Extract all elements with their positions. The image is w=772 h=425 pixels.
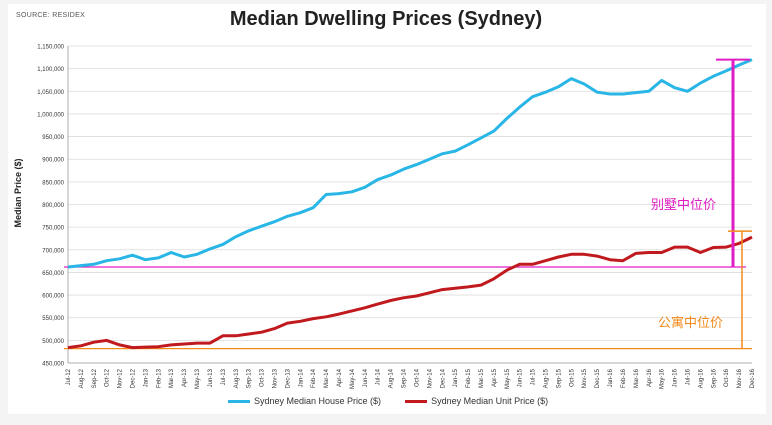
x-tick-label: Dec-13 xyxy=(285,368,291,388)
unit-median-annotation: 公寓中位价 xyxy=(658,316,724,331)
x-tick-label: Sep-14 xyxy=(402,368,408,388)
y-tick-label: 1,150,000 xyxy=(37,45,64,51)
x-tick-label: Aug-13 xyxy=(234,368,240,388)
legend-label-house: Sydney Median House Price ($) xyxy=(254,396,382,406)
x-tick-label: Mar-16 xyxy=(634,368,640,388)
x-tick-label: Oct-13 xyxy=(260,368,266,387)
x-tick-label: May-13 xyxy=(195,368,201,389)
x-tick-label: Feb-14 xyxy=(311,368,317,388)
x-tick-label: Dec-14 xyxy=(440,368,446,388)
x-tick-label: Sep-15 xyxy=(556,368,562,388)
x-tick-label: Dec-16 xyxy=(750,368,756,388)
y-tick-label: 900,000 xyxy=(42,158,64,164)
x-tick-label: May-14 xyxy=(350,368,356,389)
house-price-line xyxy=(67,58,753,269)
x-tick-label: Jan-13 xyxy=(143,368,149,387)
x-tick-label: Apr-13 xyxy=(182,368,188,387)
y-tick-label: 1,050,000 xyxy=(37,90,64,96)
x-tick-label: Mar-14 xyxy=(324,368,330,388)
x-tick-label: Aug-15 xyxy=(544,368,550,388)
y-tick-label: 650,000 xyxy=(42,271,64,277)
x-tick-label: Jul-13 xyxy=(221,368,227,385)
y-tick-label: 550,000 xyxy=(42,316,64,322)
x-tick-label: Apr-14 xyxy=(337,368,343,387)
x-tick-label: Dec-15 xyxy=(595,368,601,388)
x-tick-label: Oct-15 xyxy=(569,368,575,387)
unit-price-line xyxy=(67,235,753,350)
x-tick-label: Aug-14 xyxy=(389,368,395,388)
legend-swatch-unit xyxy=(405,399,428,403)
x-tick-label: Jul-15 xyxy=(531,368,537,385)
x-tick-label: Jan-16 xyxy=(608,368,614,387)
y-tick-label: 450,000 xyxy=(42,362,64,368)
y-tick-label: 700,000 xyxy=(42,248,64,254)
x-tick-label: Jun-16 xyxy=(673,368,679,387)
x-tick-label: Oct-16 xyxy=(724,368,730,387)
x-tick-label: Sep-16 xyxy=(711,368,717,388)
x-tick-label: Jan-15 xyxy=(453,368,459,387)
x-tick-label: Jul-12 xyxy=(66,368,72,385)
x-tick-label: May-16 xyxy=(660,368,666,389)
x-tick-label: Feb-13 xyxy=(156,368,162,388)
x-tick-label: Oct-14 xyxy=(414,368,420,387)
legend-swatch-house xyxy=(228,399,250,403)
x-tick-label: Mar-13 xyxy=(169,368,175,388)
y-tick-label: 850,000 xyxy=(42,180,64,186)
x-tick-label: Jun-15 xyxy=(518,368,524,387)
x-tick-label: Jan-14 xyxy=(298,368,304,387)
chart-title: Median Dwelling Prices (Sydney) xyxy=(229,8,543,30)
legend-label-unit: Sydney Median Unit Price ($) xyxy=(431,396,549,406)
x-tick-label: Nov-13 xyxy=(272,368,278,388)
house-median-annotation: 别墅中位价 xyxy=(651,198,717,213)
x-tick-label: Oct-12 xyxy=(105,368,111,387)
source-label: SOURCE: RESIDEX xyxy=(16,12,86,19)
x-tick-label: Aug-12 xyxy=(79,368,85,388)
x-tick-label: Sep-13 xyxy=(247,368,253,388)
chart-panel xyxy=(8,4,766,414)
y-tick-label: 500,000 xyxy=(42,339,64,345)
x-tick-label: Nov-15 xyxy=(582,368,588,388)
x-tick-label: Feb-15 xyxy=(466,368,472,388)
legend-item-house: Sydney Median House Price ($) xyxy=(228,396,381,406)
x-tick-label: Sep-12 xyxy=(92,368,98,388)
x-tick-label: Nov-16 xyxy=(737,368,743,388)
x-tick-label: Apr-15 xyxy=(492,368,498,387)
x-tick-label: Apr-16 xyxy=(647,368,653,387)
x-tick-label: Jun-13 xyxy=(208,368,214,387)
x-tick-label: Jul-14 xyxy=(376,368,382,385)
x-tick-label: Nov-14 xyxy=(427,368,433,388)
x-tick-label: Nov-12 xyxy=(118,368,124,388)
x-tick-label: Jun-14 xyxy=(363,368,369,387)
y-tick-label: 950,000 xyxy=(42,135,64,141)
x-tick-label: Jul-16 xyxy=(685,368,691,385)
x-tick-label: May-15 xyxy=(505,368,511,389)
y-tick-label: 1,000,000 xyxy=(37,112,64,118)
legend-item-unit: Sydney Median Unit Price ($) xyxy=(405,396,548,406)
y-tick-label: 1,100,000 xyxy=(37,67,64,73)
x-tick-label: Dec-12 xyxy=(131,368,137,388)
y-tick-label: 600,000 xyxy=(42,294,64,300)
x-tick-label: Mar-15 xyxy=(479,368,485,388)
x-tick-label: Feb-16 xyxy=(621,368,627,388)
x-tick-label: Aug-16 xyxy=(698,368,704,388)
legend: Sydney Median House Price ($) Sydney Med… xyxy=(228,396,548,406)
y-tick-label: 750,000 xyxy=(42,226,64,232)
y-tick-label: 800,000 xyxy=(42,203,64,209)
